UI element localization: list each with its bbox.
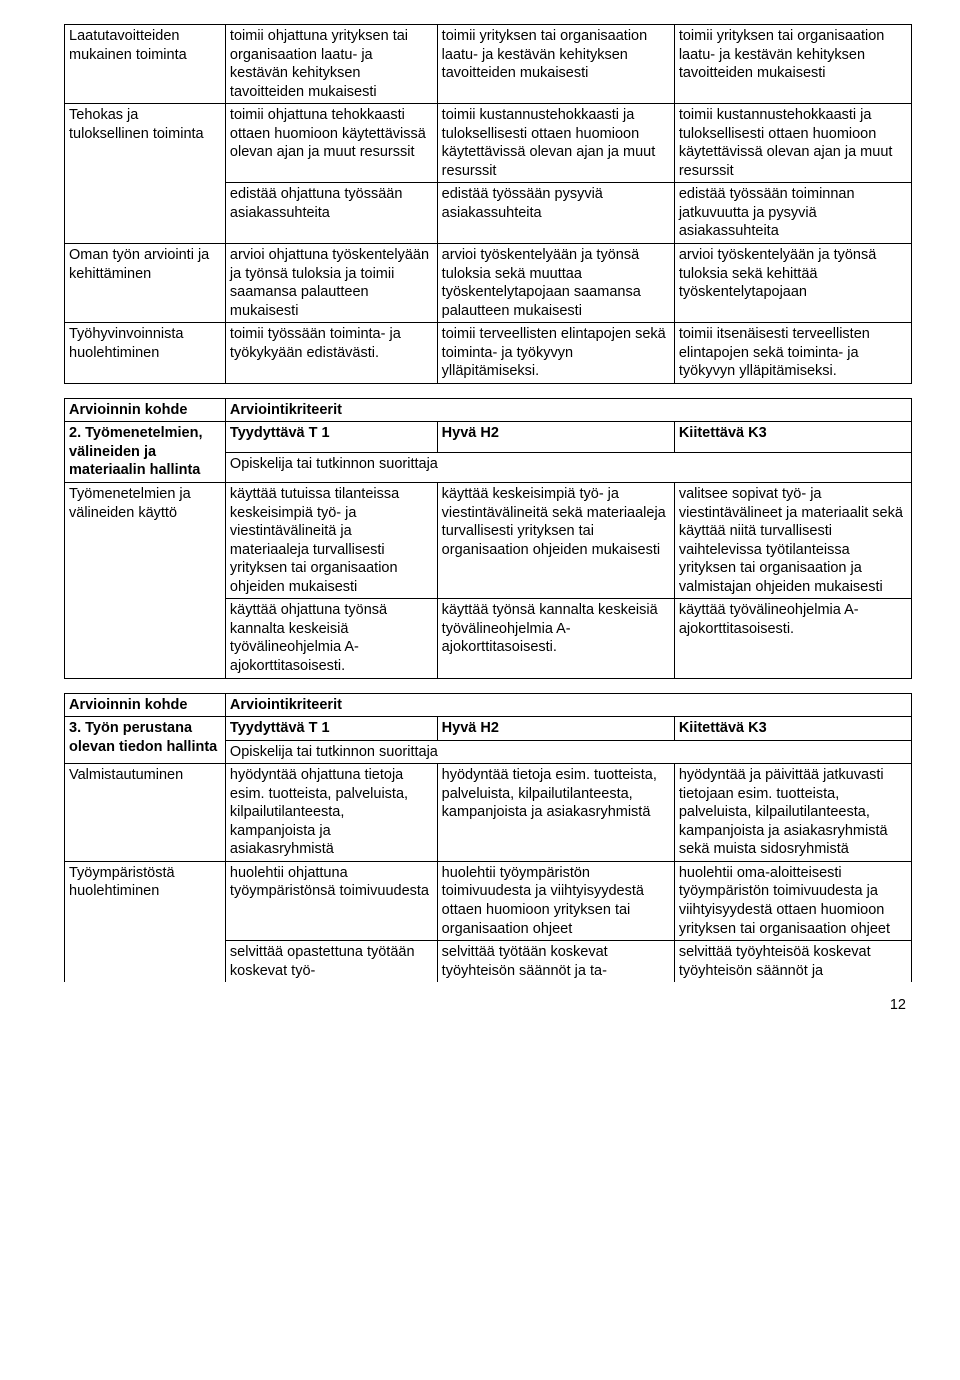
header-right: Arviointikriteerit (225, 398, 911, 422)
table-row: selvittää opastettuna työtään koskevat t… (65, 941, 912, 983)
row-label: Valmistautuminen (65, 764, 226, 862)
criteria-table-3: Arvioinnin kohde Arviointikriteerit 3. T… (64, 693, 912, 983)
cell: toimii terveellisten elintapojen sekä to… (437, 323, 674, 384)
table-row: Tehokas ja tuloksellinen toiminta toimii… (65, 104, 912, 183)
cell: toimii yrityksen tai organisaation laatu… (674, 25, 911, 104)
cell: toimii kustannustehokkaasti ja tuloksell… (674, 104, 911, 183)
cell: käyttää tutuissa tilanteissa keskeisimpi… (225, 483, 437, 599)
table-row: Laatutavoitteiden mukainen toiminta toim… (65, 25, 912, 104)
page-number: 12 (64, 996, 912, 1015)
cell: hyödyntää tietoja esim. tuotteista, palv… (437, 764, 674, 862)
cell: selvittää työtään koskevat työyhteisön s… (437, 941, 674, 983)
cell: valitsee sopivat työ- ja viestintäväline… (674, 483, 911, 599)
cell: toimii ohjattuna yrityksen tai organisaa… (225, 25, 437, 104)
grade-t1: Tyydyttävä T 1 (225, 422, 437, 452)
row-label: Oman työn arviointi ja kehittäminen (65, 244, 226, 323)
table-row: Oman työn arviointi ja kehittäminen arvi… (65, 244, 912, 323)
cell: edistää työssään toiminnan jatkuvuutta j… (674, 183, 911, 244)
row-label (65, 941, 226, 983)
row-label (65, 183, 226, 244)
header-left: Arvioinnin kohde (65, 693, 226, 717)
row-label (65, 599, 226, 678)
table-row: Työhyvinvoinnista huolehtiminen toimii t… (65, 323, 912, 384)
cell: arvioi ohjattuna työskentelyään ja työns… (225, 244, 437, 323)
grade-h2: Hyvä H2 (437, 422, 674, 452)
row-label: Laatutavoitteiden mukainen toiminta (65, 25, 226, 104)
cell: käyttää työnsä kannalta keskeisiä työväl… (437, 599, 674, 678)
cell: hyödyntää ohjattuna tietoja esim. tuotte… (225, 764, 437, 862)
cell: huolehtii oma-aloitteisesti työympäristö… (674, 861, 911, 940)
criteria-table-2: Arvioinnin kohde Arviointikriteerit 2. T… (64, 398, 912, 679)
cell: käyttää työvälineohjelmia A-ajokorttitas… (674, 599, 911, 678)
header-left: Arvioinnin kohde (65, 398, 226, 422)
subheader-row: 2. Työmenetelmien, välineiden ja materia… (65, 422, 912, 452)
cell: huolehtii ohjattuna työympäristönsä toim… (225, 861, 437, 940)
row-label: Tehokas ja tuloksellinen toiminta (65, 104, 226, 183)
header-row: Arvioinnin kohde Arviointikriteerit (65, 398, 912, 422)
table-row: Valmistautuminen hyödyntää ohjattuna tie… (65, 764, 912, 862)
grade-t1: Tyydyttävä T 1 (225, 717, 437, 741)
row-label: Työmenetelmien ja välineiden käyttö (65, 483, 226, 599)
cell: toimii ohjattuna tehokkaasti ottaen huom… (225, 104, 437, 183)
grade-k3: Kiitettävä K3 (674, 422, 911, 452)
section-label: 3. Työn perustana olevan tiedon hallinta (65, 717, 226, 764)
cell: toimii kustannustehokkaasti ja tuloksell… (437, 104, 674, 183)
subheader-row: 3. Työn perustana olevan tiedon hallinta… (65, 717, 912, 741)
grade-h2: Hyvä H2 (437, 717, 674, 741)
table-row: Työmenetelmien ja välineiden käyttö käyt… (65, 483, 912, 599)
sub-note: Opiskelija tai tutkinnon suorittaja (225, 740, 911, 764)
sub-note: Opiskelija tai tutkinnon suorittaja (225, 452, 911, 482)
section-label: 2. Työmenetelmien, välineiden ja materia… (65, 422, 226, 483)
cell: toimii itsenäisesti terveellisten elinta… (674, 323, 911, 384)
table-row: Työympäristöstä huolehtiminen huolehtii … (65, 861, 912, 940)
table-row: edistää ohjattuna työssään asiakassuhtei… (65, 183, 912, 244)
cell: edistää ohjattuna työssään asiakassuhtei… (225, 183, 437, 244)
cell: käyttää ohjattuna työnsä kannalta keskei… (225, 599, 437, 678)
header-row: Arvioinnin kohde Arviointikriteerit (65, 693, 912, 717)
cell: hyödyntää ja päivittää jatkuvasti tietoj… (674, 764, 911, 862)
header-right: Arviointikriteerit (225, 693, 911, 717)
cell: arvioi työskentelyään ja työnsä tuloksia… (674, 244, 911, 323)
cell: toimii yrityksen tai organisaation laatu… (437, 25, 674, 104)
cell: arvioi työskentelyään ja työnsä tuloksia… (437, 244, 674, 323)
cell: selvittää työyhteisöä koskevat työyhteis… (674, 941, 911, 983)
cell: käyttää keskeisimpiä työ- ja viestintävä… (437, 483, 674, 599)
cell: toimii työssään toiminta- ja työkykyään … (225, 323, 437, 384)
grade-k3: Kiitettävä K3 (674, 717, 911, 741)
row-label: Työhyvinvoinnista huolehtiminen (65, 323, 226, 384)
criteria-table-1: Laatutavoitteiden mukainen toiminta toim… (64, 24, 912, 384)
cell: edistää työssään pysyviä asiakassuhteita (437, 183, 674, 244)
cell: huolehtii työympäristön toimivuudesta ja… (437, 861, 674, 940)
table-row: käyttää ohjattuna työnsä kannalta keskei… (65, 599, 912, 678)
cell: selvittää opastettuna työtään koskevat t… (225, 941, 437, 983)
row-label: Työympäristöstä huolehtiminen (65, 861, 226, 940)
